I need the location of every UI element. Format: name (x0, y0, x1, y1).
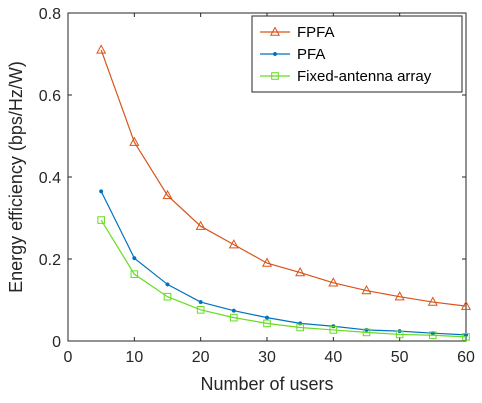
data-point (165, 282, 170, 287)
data-point (261, 257, 273, 267)
x-tick-label: 0 (64, 349, 73, 366)
data-point (195, 220, 206, 230)
x-tick-label: 10 (125, 349, 143, 366)
data-point (263, 319, 271, 328)
y-axis-title: Energy efficiency (bps/Hz/W) (6, 61, 26, 293)
legend-marker (269, 26, 281, 36)
data-point (429, 331, 437, 340)
data-point (460, 300, 472, 310)
y-tick-label: 0.4 (39, 170, 61, 187)
legend-entry: PFA (260, 46, 325, 63)
data-point (296, 323, 304, 332)
x-axis-title: Number of users (200, 374, 333, 394)
series-line (100, 191, 467, 336)
y-tick-label: 0.8 (39, 6, 61, 23)
data-point (162, 189, 173, 200)
data-point (295, 266, 306, 277)
data-point (329, 326, 338, 334)
x-tick-label: 40 (324, 349, 342, 366)
legend-entry: FPFA (260, 24, 335, 41)
ticks: 0 10 20 30 40 50 60 0 0.2 0.4 0.6 0.8 (39, 6, 475, 366)
data-point (132, 256, 137, 261)
data-point (96, 44, 107, 54)
series-fixed-antenna-array (97, 216, 470, 341)
y-tick-label: 0 (52, 334, 61, 351)
x-tick-label: 20 (192, 349, 210, 366)
data-point (362, 328, 371, 337)
legend-marker (271, 72, 279, 80)
data-point (129, 136, 140, 146)
x-tick-label: 60 (457, 349, 475, 366)
x-tick-label: 50 (391, 349, 409, 366)
data-point (163, 292, 172, 301)
legend-marker (272, 51, 278, 57)
legend-label: PFA (297, 46, 325, 63)
data-point (230, 313, 238, 322)
data-point (198, 300, 203, 305)
x-tick-label: 30 (258, 349, 276, 366)
series-line (100, 49, 467, 307)
y-tick-label: 0.2 (39, 252, 61, 269)
data-point (427, 296, 438, 306)
legend: FPFA PFA Fixed-antenna array (251, 15, 463, 93)
series-fpfa (96, 44, 472, 310)
data-point (130, 270, 139, 278)
data-point (264, 315, 270, 320)
data-point (361, 285, 372, 295)
data-point (228, 239, 239, 249)
data-point (231, 308, 236, 313)
data-point (97, 216, 105, 224)
legend-label: FPFA (297, 24, 335, 41)
data-point (196, 306, 205, 314)
legend-label: Fixed-antenna array (297, 68, 432, 85)
legend-entry: Fixed-antenna array (260, 68, 432, 85)
data-point (328, 277, 339, 287)
data-point (394, 291, 405, 301)
data-point (462, 333, 470, 341)
data-point (99, 189, 104, 194)
y-tick-label: 0.6 (39, 88, 61, 105)
series-layer (96, 44, 472, 341)
data-point (395, 330, 404, 339)
series-line (100, 219, 467, 338)
